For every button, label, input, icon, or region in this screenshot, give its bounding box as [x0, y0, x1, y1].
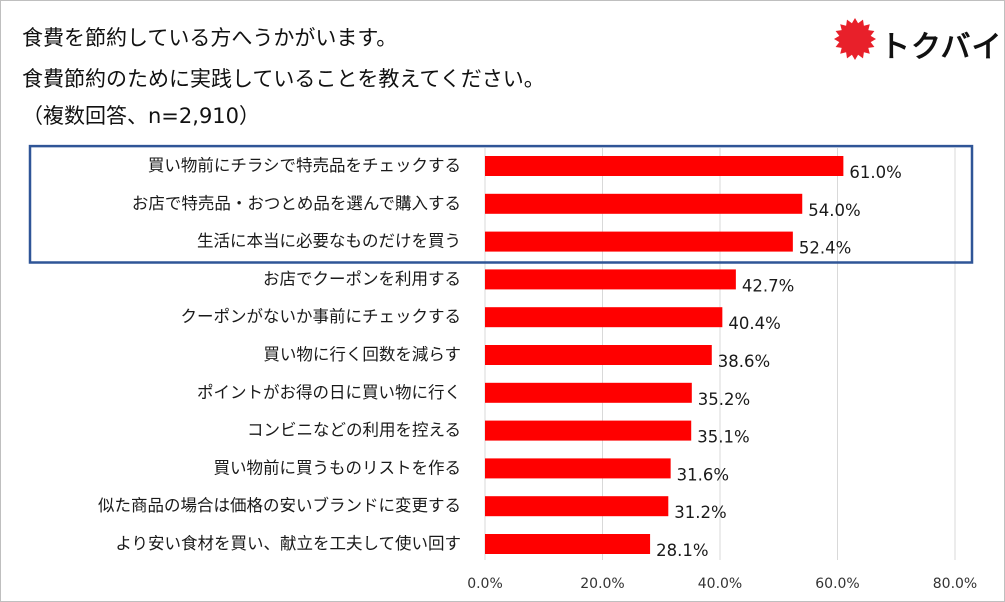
- x-tick-label: 80.0%: [933, 576, 977, 592]
- data-label: 35.2%: [698, 390, 750, 409]
- data-label: 40.4%: [728, 314, 780, 333]
- brand-logo-text: トクバイ: [880, 30, 1003, 65]
- burst-icon: [834, 18, 876, 60]
- category-label: より安い食材を買い、献立を工夫して使い回す: [115, 534, 461, 553]
- data-label: 52.4%: [799, 239, 851, 258]
- x-tick-label: 40.0%: [698, 576, 742, 592]
- data-label: 38.6%: [718, 352, 770, 371]
- category-label: コンビニなどの利用を控える: [247, 421, 461, 440]
- x-tick-label: 20.0%: [580, 576, 624, 592]
- highlight-box: [28, 144, 974, 264]
- bar: [485, 420, 692, 441]
- bar: [485, 496, 669, 517]
- data-label: 31.2%: [674, 503, 726, 522]
- category-label: 買い物前に買うものリストを作る: [214, 458, 462, 477]
- bar: [485, 231, 793, 252]
- bar: [485, 269, 736, 290]
- bar: [485, 156, 844, 176]
- x-tick-label: 0.0%: [467, 576, 503, 592]
- bar: [485, 382, 692, 403]
- category-label: クーポンがないか事前にチェックする: [181, 307, 462, 326]
- data-label: 61.0%: [849, 163, 901, 182]
- data-label: 42.7%: [742, 276, 794, 295]
- bar: [485, 307, 723, 328]
- data-label: 35.1%: [697, 428, 749, 447]
- category-label: ポイントがお得の日に買い物に行く: [197, 383, 461, 402]
- brand-logo: トクバイ: [832, 16, 1002, 65]
- bar: [485, 534, 651, 554]
- data-label: 31.6%: [677, 465, 729, 484]
- x-tick-label: 60.0%: [815, 576, 859, 592]
- chart-title-line-2: 食費節約のために実践していることを教えてください。: [22, 67, 545, 91]
- category-label: 生活に本当に必要なものだけを買う: [197, 232, 461, 251]
- category-label: 買い物前にチラシで特売品をチェックする: [148, 156, 461, 175]
- bar: [485, 345, 712, 365]
- category-label: 買い物に行く回数を減らす: [263, 345, 461, 364]
- category-label: 似た商品の場合は価格の安いブランドに変更する: [98, 495, 461, 515]
- data-label: 28.1%: [656, 541, 708, 560]
- bar: [485, 458, 671, 479]
- bar: [485, 193, 803, 214]
- category-label: お店でクーポンを利用する: [263, 269, 461, 288]
- data-label: 54.0%: [808, 201, 860, 220]
- chart-subtitle: （複数回答、n=2,910）: [22, 104, 261, 128]
- category-label: お店で特売品・おつとめ品を選んで購入する: [132, 194, 461, 213]
- chart-title-line-1: 食費を節約している方へうかがいます。: [22, 26, 398, 50]
